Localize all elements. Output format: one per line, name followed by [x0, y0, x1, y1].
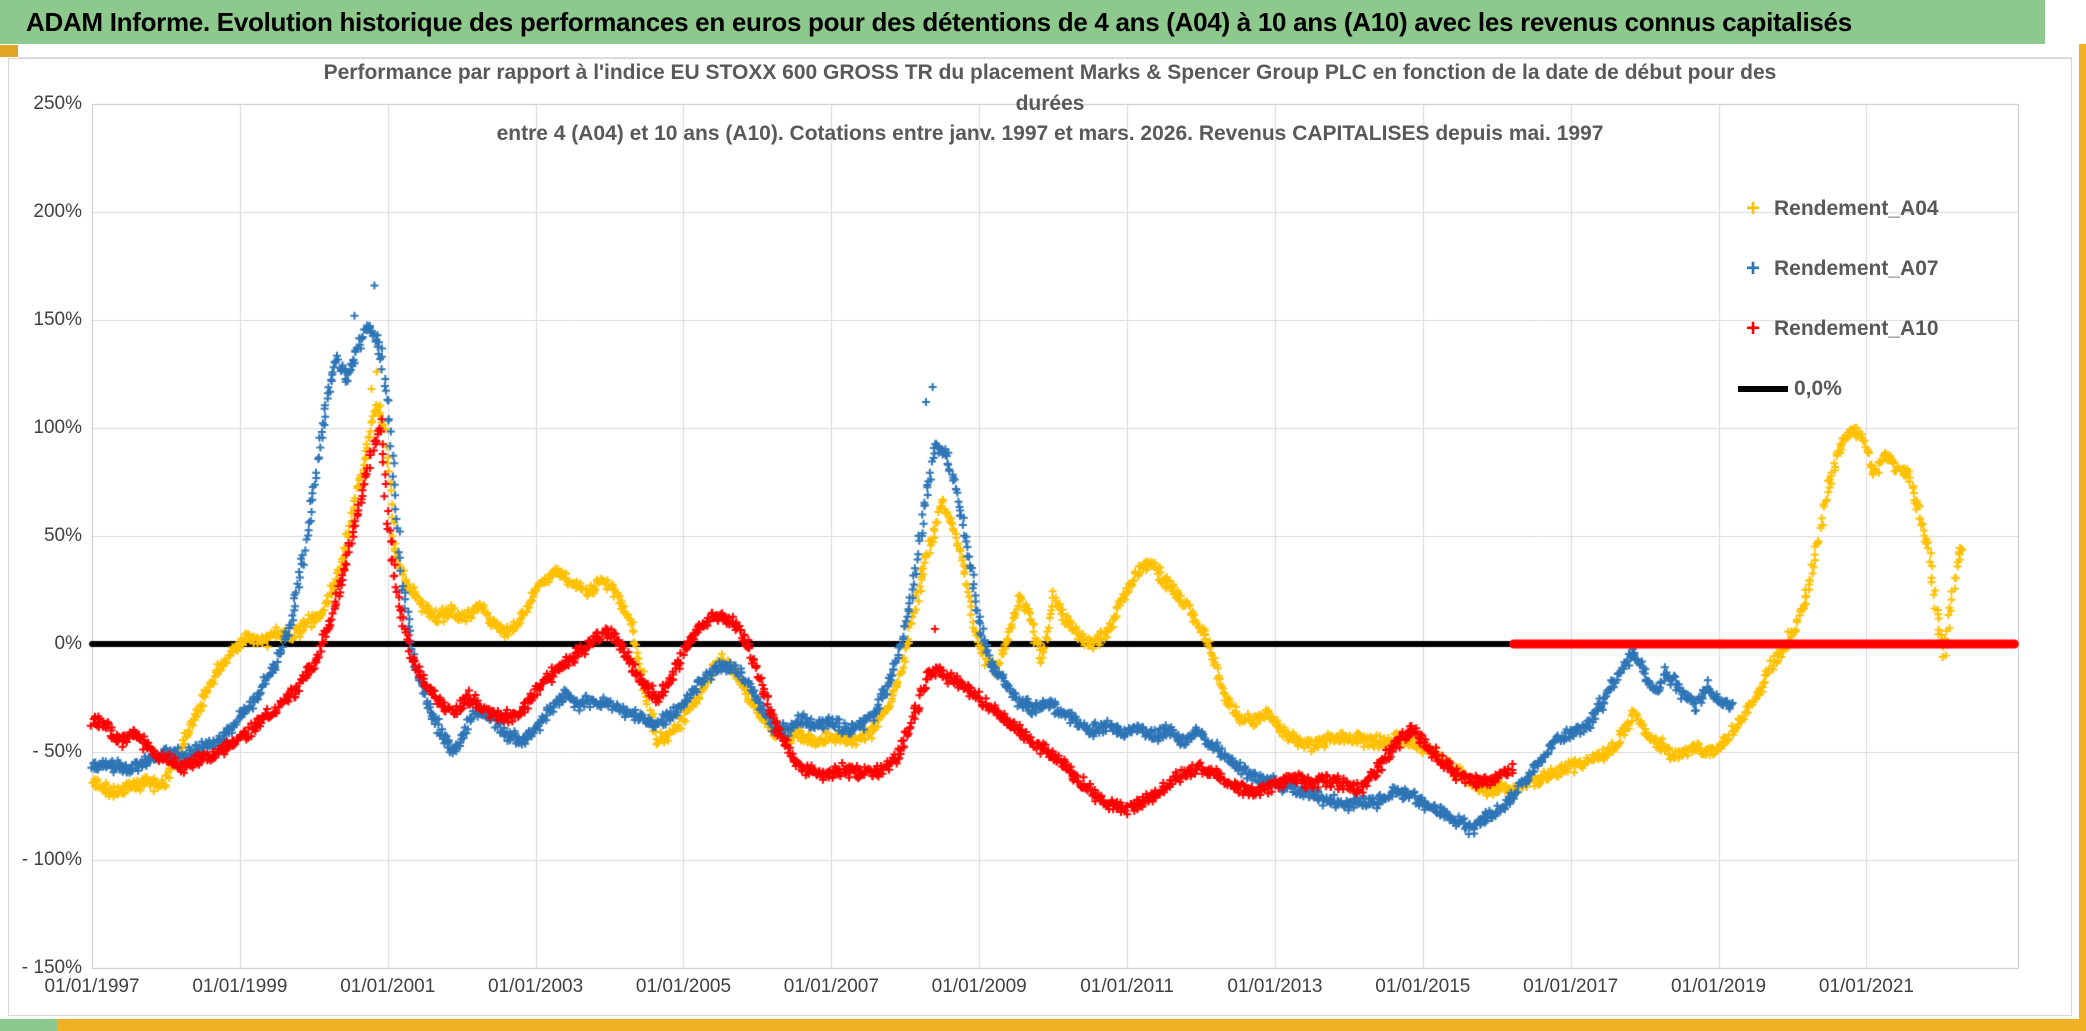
plus-marker-icon: +	[1745, 255, 1760, 282]
y-tick-label: 0%	[54, 633, 82, 654]
chart-title: Performance par rapport à l'indice EU ST…	[60, 58, 2040, 149]
y-tick-label: 250%	[33, 93, 82, 114]
chart-title-line-3: entre 4 (A04) et 10 ans (A10). Cotations…	[496, 122, 1604, 145]
legend-label: Rendement_A07	[1774, 257, 1939, 280]
x-tick-label: 01/01/1997	[44, 976, 140, 997]
y-tick-label: 50%	[43, 525, 82, 546]
legend-label: 0,0%	[1794, 377, 1842, 400]
x-tick-label: 01/01/2019	[1671, 976, 1767, 997]
x-tick-label: 01/01/2015	[1375, 976, 1471, 997]
legend-item-rendement-a10[interactable]: + Rendement_A10	[1738, 314, 1939, 344]
y-tick-label: - 150%	[21, 957, 82, 978]
y-tick-label: 200%	[33, 201, 82, 222]
legend-item-rendement-a04[interactable]: + Rendement_A04	[1738, 194, 1939, 224]
plus-marker-icon: +	[1745, 195, 1760, 222]
legend-label: Rendement_A10	[1774, 317, 1939, 340]
x-tick-label: 01/01/2007	[783, 976, 879, 997]
x-tick-label: 01/01/1999	[192, 976, 288, 997]
legend-item-rendement-a07[interactable]: + Rendement_A07	[1738, 254, 1939, 284]
y-tick-label: - 50%	[32, 741, 82, 762]
x-tick-label: 01/01/2001	[340, 976, 436, 997]
x-tick-label: 01/01/2011	[1080, 976, 1174, 997]
chart-title-line-1: Performance par rapport à l'indice EU ST…	[323, 61, 1777, 84]
y-tick-label: 150%	[33, 309, 82, 330]
chart-title-line-2: durées	[1015, 92, 1085, 115]
x-tick-label: 01/01/2005	[635, 976, 732, 997]
legend-label: Rendement_A04	[1774, 197, 1939, 220]
x-tick-label: 01/01/2013	[1227, 976, 1323, 997]
x-tick-label: 01/01/2009	[931, 976, 1027, 997]
x-tick-label: 01/01/2017	[1523, 976, 1619, 997]
x-tick-label: 01/01/2003	[488, 976, 584, 997]
plus-marker-icon: +	[1745, 315, 1760, 342]
y-tick-label: 100%	[33, 417, 82, 438]
y-tick-label: - 100%	[21, 849, 82, 870]
zero-line-swatch	[1738, 386, 1788, 392]
x-tick-label: 01/01/2021	[1818, 976, 1914, 997]
legend-item-0-0-[interactable]: 0,0%	[1738, 374, 1842, 404]
